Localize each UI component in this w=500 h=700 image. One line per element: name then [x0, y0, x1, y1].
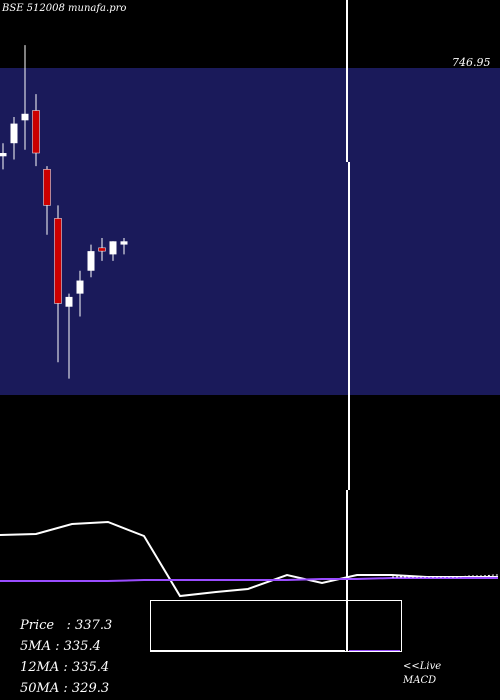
price-panel	[0, 68, 500, 395]
stat-ma5-label: 5MA	[20, 639, 51, 654]
stat-ma5-value: 335.4	[63, 639, 101, 654]
candle-body	[0, 153, 7, 157]
stat-ma50-value: 329.3	[71, 681, 110, 696]
stat-ma50: 50MA : 329.3	[20, 681, 110, 696]
chart-header: BSE 512008 munafa.pro	[2, 3, 127, 14]
ma-line	[0, 520, 498, 598]
live-macd-label: <<Live MACD	[403, 660, 441, 688]
candle-body	[87, 251, 95, 271]
candles	[0, 45, 128, 379]
candle-body	[10, 123, 18, 144]
stat-price: Price : 337.3	[20, 618, 113, 633]
macd-line	[0, 577, 498, 582]
stat-ma12: 12MA : 335.4	[20, 660, 110, 675]
candle-body	[76, 280, 84, 294]
live-line1: <<Live	[403, 661, 442, 672]
candle-body	[120, 241, 128, 245]
stat-ma12-label: 12MA	[20, 660, 60, 675]
candle-body	[65, 296, 73, 307]
price-tag: 746.95	[452, 56, 491, 69]
signal-line	[392, 574, 498, 578]
stat-ma12-value: 335.4	[71, 660, 110, 675]
candle-body	[32, 110, 40, 154]
stat-ma5: 5MA : 335.4	[20, 639, 101, 654]
candle-body	[109, 241, 117, 255]
candle-body	[98, 247, 106, 252]
live-line2: MACD	[403, 675, 437, 686]
stat-price-label: Price	[20, 618, 55, 633]
stats-panel: Price : 337.3 5MA : 335.4 12MA : 335.4 5…	[20, 615, 112, 699]
stat-price-value: 337.3	[75, 618, 113, 633]
candle-body	[21, 113, 29, 121]
candle-body	[54, 218, 62, 304]
stat-ma50-label: 50MA	[20, 681, 60, 696]
macd-box	[150, 600, 402, 652]
candle-body	[43, 169, 51, 206]
